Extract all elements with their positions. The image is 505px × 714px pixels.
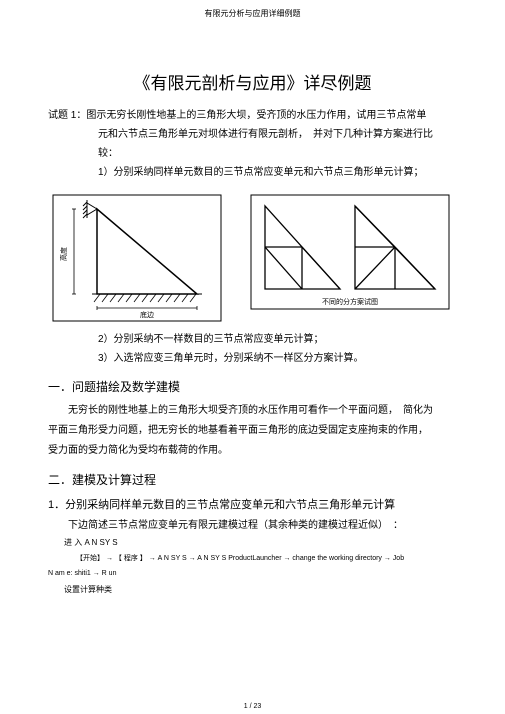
height-label: 高度 xyxy=(59,247,68,261)
para-a-1: 平面三角形受力问题，把无穷长的地基看着平面三角形的底边受固定支座拘束的作用， xyxy=(48,421,457,441)
after-fig-line-1: 3）入选常应变三角单元时，分别采纳不一样区分方案计算。 xyxy=(48,349,457,368)
step-2: 【开始】 → 【 程序 】 → A N SY S → A N SY S Prod… xyxy=(48,551,457,566)
section-b-heading: 二．建模及计算过程 xyxy=(48,471,457,488)
problem-line-1: 元和六节点三角形单元对坝体进行有限元剖析， 并对下几种计算方案进行比 xyxy=(48,125,457,144)
para-a-0: 无穷长的刚性地基上的三角形大坝受齐顶的水压作用可看作一个平面问题， 简化为 xyxy=(48,401,457,421)
figure-1: 高度 xyxy=(52,194,222,322)
para-b: 下边简述三节点常应变单元有限元建模过程（其余种类的建模过程近似） ： xyxy=(48,516,457,535)
section-a-heading: 一．问题描绘及数学建模 xyxy=(48,378,457,395)
step-3: N am e: shiti1 → R un xyxy=(48,566,457,581)
sub-b-heading: 1．分别采纳同样单元数目的三节点常应变单元和六节点三角形单元计算 xyxy=(48,496,457,512)
problem-line-0: 图示无穷长刚性地基上的三角形大坝，受齐顶的水压力作用，试用三节点常单 xyxy=(86,110,426,121)
page-footer: 1 / 23 xyxy=(0,703,505,710)
after-fig-line-0: 2）分别采纳不一样数目的三节点常应变单元计算； xyxy=(48,330,457,349)
figures-row: 高度 xyxy=(48,194,457,322)
problem-line-2: 较： xyxy=(48,144,457,163)
problem-label: 试题 1： xyxy=(48,110,86,121)
page-title: 《有限元剖析与应用》详尽例题 xyxy=(48,69,457,94)
problem-line-3: 1）分别采纳同样单元数目的三节点常应变单元和六节点三角形单元计算； xyxy=(48,163,457,182)
dam-diagram-svg: 高度 xyxy=(52,194,222,322)
doc-top-header: 有限元分析与应用详细例题 xyxy=(0,0,505,19)
page-content: 《有限元剖析与应用》详尽例题 试题 1：图示无穷长刚性地基上的三角形大坝，受齐顶… xyxy=(0,19,505,598)
step-4: 设置计算种类 xyxy=(48,582,457,598)
para-a-2: 受力面的受力简化为受均布载荷的作用。 xyxy=(48,441,457,461)
step-1: 进 入 A N SY S xyxy=(48,535,457,551)
problem-statement: 试题 1：图示无穷长刚性地基上的三角形大坝，受齐顶的水压力作用，试用三节点常单 xyxy=(48,106,457,125)
mesh-diagram-svg: 不同的分方案试图 xyxy=(250,194,450,310)
base-label: 底边 xyxy=(140,310,154,319)
figure-2: 不同的分方案试图 xyxy=(250,194,450,322)
fig2-caption: 不同的分方案试图 xyxy=(322,297,378,306)
